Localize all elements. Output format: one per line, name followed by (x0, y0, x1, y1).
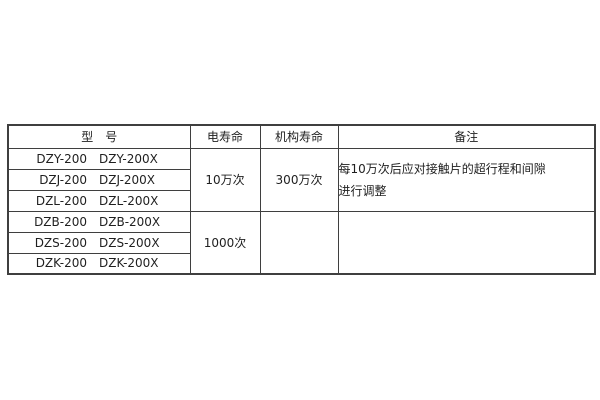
col-header-electrical-life: 电寿命 (189, 124, 261, 149)
model-pair: DZB-200 DZB-200X (9, 214, 189, 229)
mechanism-life-group1: 300万次 (259, 147, 339, 212)
table-row: DZY-200 DZY-200X 10万次 300万次 每10万次后应对接触片的… (7, 147, 596, 212)
model-cell: DZB-200 DZB-200X (7, 210, 191, 233)
model-base: DZY-200 (36, 151, 87, 166)
remarks-group1: 每10万次后应对接触片的超行程和间隙 进行调整 (337, 147, 596, 212)
model-base: DZL-200 (35, 193, 87, 208)
model-variant: DZB-200X (99, 214, 161, 229)
table-row: DZS-200 DZS-200X (7, 231, 595, 254)
model-cell: DZS-200 DZS-200X (7, 231, 191, 254)
remark-line2: 进行调整 (338, 183, 387, 198)
table-row: DZL-200 DZL-200X (7, 189, 595, 212)
model-base: DZJ-200 (39, 172, 87, 187)
model-variant: DZJ-200X (99, 172, 156, 187)
model-base: DZB-200 (34, 214, 87, 229)
model-cell: DZY-200 DZY-200X (7, 147, 191, 170)
electrical-life-group1: 10万次 (189, 147, 261, 212)
relay-lifespan-spec-table: 型 号 电寿命 机构寿命 备注 DZY-200 DZY-200X 10万次 30… (7, 124, 596, 275)
table-row: DZJ-200 DZJ-200X (7, 168, 595, 191)
col-header-model: 型 号 (7, 124, 191, 149)
model-cell: DZJ-200 DZJ-200X (7, 168, 191, 191)
table-row: DZB-200 DZB-200X 1000次 (7, 210, 596, 275)
model-variant: DZY-200X (99, 151, 158, 166)
model-variant: DZS-200X (99, 235, 160, 250)
model-base: DZK-200 (35, 256, 87, 271)
model-pair: DZS-200 DZS-200X (9, 235, 189, 250)
electrical-life-group2: 1000次 (189, 210, 261, 275)
model-cell: DZK-200 DZK-200X (7, 252, 191, 275)
model-pair: DZL-200 DZL-200X (9, 193, 189, 208)
mechanism-life-group2 (259, 210, 339, 275)
remark-line1: 每10万次后应对接触片的超行程和间隙 (338, 161, 546, 176)
col-header-mechanism-life: 机构寿命 (259, 124, 339, 149)
model-base: DZS-200 (34, 235, 87, 250)
model-variant: DZL-200X (99, 193, 159, 208)
model-cell: DZL-200 DZL-200X (7, 189, 191, 212)
model-pair: DZY-200 DZY-200X (9, 151, 189, 166)
remarks-group2 (337, 210, 596, 275)
model-variant: DZK-200X (99, 256, 159, 271)
model-pair: DZK-200 DZK-200X (9, 256, 189, 271)
header-row: 型 号 电寿命 机构寿命 备注 (7, 124, 596, 149)
col-header-remarks: 备注 (337, 124, 596, 149)
model-pair: DZJ-200 DZJ-200X (9, 172, 189, 187)
table-row: DZK-200 DZK-200X (7, 252, 595, 275)
